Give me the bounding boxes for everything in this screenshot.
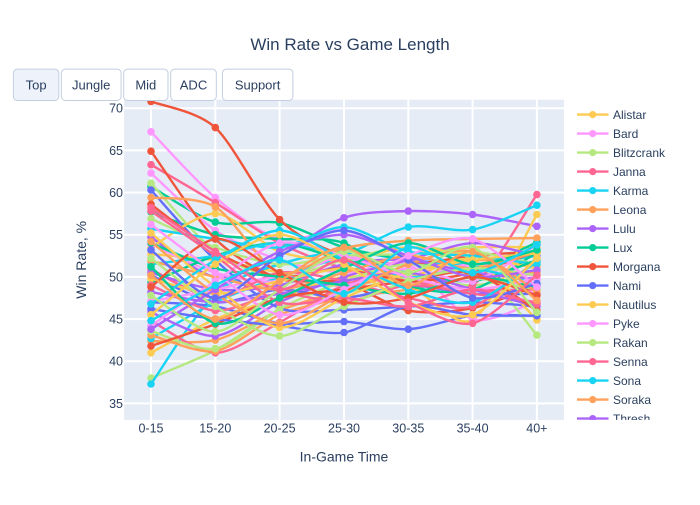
svg-text:Morgana: Morgana xyxy=(613,260,661,274)
svg-text:Blitzcrank: Blitzcrank xyxy=(613,146,666,160)
svg-text:Leona: Leona xyxy=(613,203,647,217)
svg-text:35-40: 35-40 xyxy=(457,422,489,436)
svg-text:Mid: Mid xyxy=(135,77,156,92)
svg-text:Senna: Senna xyxy=(613,355,648,369)
svg-text:ADC: ADC xyxy=(180,77,207,92)
svg-text:Lux: Lux xyxy=(613,241,632,255)
svg-text:Jungle: Jungle xyxy=(72,77,110,92)
svg-text:70: 70 xyxy=(109,102,123,116)
svg-text:55: 55 xyxy=(109,228,123,242)
svg-text:15-20: 15-20 xyxy=(199,422,231,436)
svg-text:Support: Support xyxy=(235,77,281,92)
svg-text:Pyke: Pyke xyxy=(613,317,640,331)
svg-text:Sona: Sona xyxy=(613,374,641,388)
svg-text:Nami: Nami xyxy=(613,279,641,293)
svg-text:Lulu: Lulu xyxy=(613,222,636,236)
svg-text:Karma: Karma xyxy=(613,184,649,198)
svg-text:0-15: 0-15 xyxy=(138,422,163,436)
svg-text:Soraka: Soraka xyxy=(613,393,651,407)
svg-text:45: 45 xyxy=(109,313,123,327)
svg-text:Thresh: Thresh xyxy=(613,412,650,426)
svg-text:65: 65 xyxy=(109,144,123,158)
svg-text:35: 35 xyxy=(109,397,123,411)
svg-text:Nautilus: Nautilus xyxy=(613,298,656,312)
svg-text:Top: Top xyxy=(26,77,47,92)
svg-text:20-25: 20-25 xyxy=(264,422,296,436)
svg-text:50: 50 xyxy=(109,270,123,284)
svg-text:30-35: 30-35 xyxy=(392,422,424,436)
svg-text:25-30: 25-30 xyxy=(328,422,360,436)
svg-text:Bard: Bard xyxy=(613,127,638,141)
svg-text:Win Rate, %: Win Rate, % xyxy=(73,221,89,299)
svg-text:Win Rate vs Game Length: Win Rate vs Game Length xyxy=(250,35,449,54)
svg-text:40+: 40+ xyxy=(526,422,547,436)
svg-text:Rakan: Rakan xyxy=(613,336,648,350)
svg-text:60: 60 xyxy=(109,186,123,200)
svg-text:40: 40 xyxy=(109,355,123,369)
svg-text:Janna: Janna xyxy=(613,165,646,179)
svg-text:Alistar: Alistar xyxy=(613,108,646,122)
svg-text:In-Game Time: In-Game Time xyxy=(300,449,389,465)
